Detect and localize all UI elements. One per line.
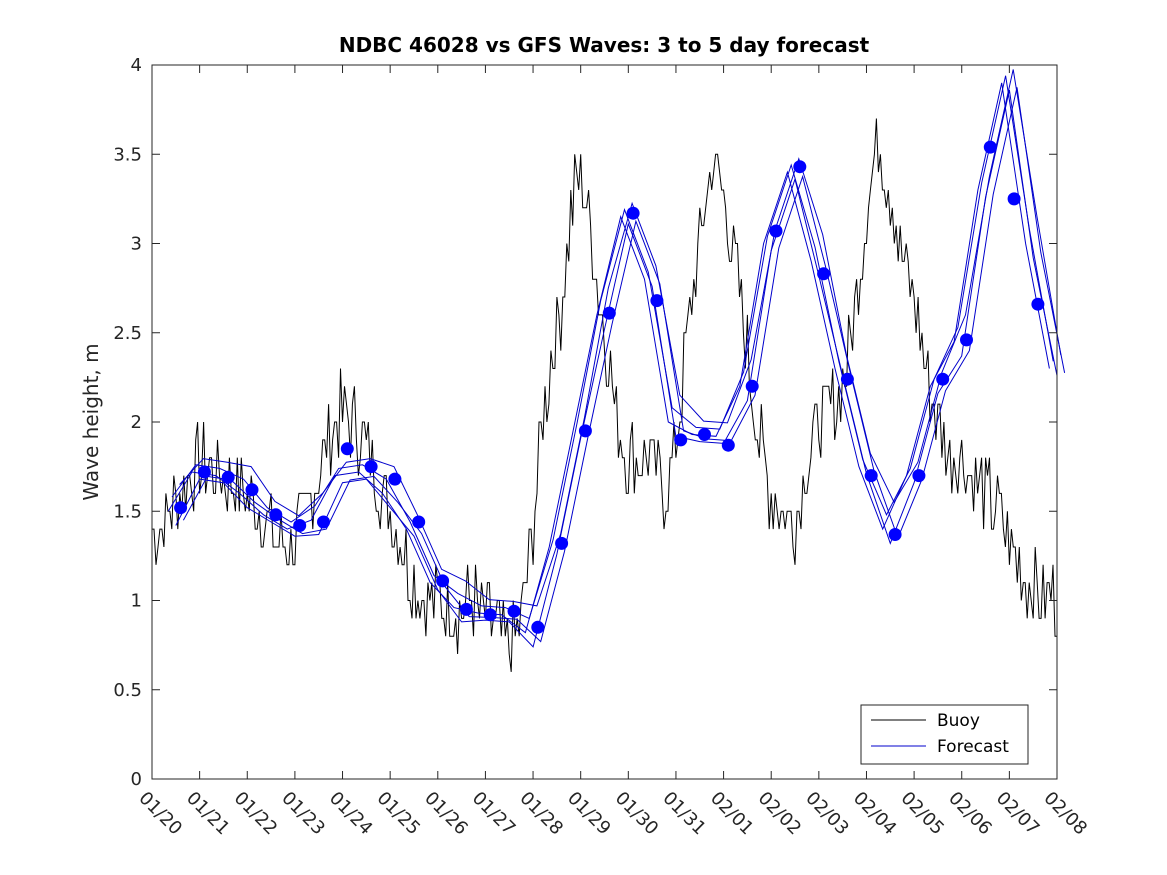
chart-title: NDBC 46028 vs GFS Waves: 3 to 5 day fore… bbox=[339, 33, 870, 57]
y-axis-label: Wave height, m bbox=[79, 343, 103, 500]
forecast-marker bbox=[960, 333, 973, 347]
y-tick-label: 1 bbox=[131, 591, 142, 612]
y-tick-label: 0 bbox=[131, 769, 142, 790]
forecast-marker bbox=[912, 469, 926, 483]
legend: Buoy Forecast bbox=[860, 704, 1029, 765]
forecast-marker bbox=[793, 160, 807, 174]
buoy-line bbox=[152, 118, 1057, 672]
forecast-marker bbox=[317, 515, 330, 529]
forecast-marker bbox=[412, 515, 426, 529]
forecast-line bbox=[171, 75, 1054, 620]
forecast-marker bbox=[721, 438, 735, 452]
y-tick-label: 0.5 bbox=[113, 680, 142, 701]
forecast-marker bbox=[769, 224, 783, 238]
forecast-marker bbox=[840, 372, 854, 386]
forecast-marker bbox=[483, 608, 497, 622]
forecast-marker bbox=[626, 206, 640, 220]
forecast-marker bbox=[245, 483, 259, 497]
y-tick-label: 2 bbox=[131, 412, 142, 433]
forecast-marker bbox=[531, 620, 545, 634]
y-tick-label: 3 bbox=[131, 234, 142, 255]
y-tick-label: 3.5 bbox=[113, 144, 142, 165]
forecast-marker bbox=[578, 424, 592, 438]
forecast-marker bbox=[698, 428, 711, 441]
forecast-marker bbox=[745, 379, 759, 393]
forecast-marker bbox=[197, 465, 211, 479]
plot-area bbox=[152, 65, 1057, 779]
forecast-marker bbox=[602, 306, 616, 320]
forecast-marker bbox=[817, 267, 831, 281]
forecast-marker bbox=[936, 372, 950, 386]
forecast-marker bbox=[269, 508, 283, 522]
forecast-line bbox=[182, 87, 1066, 643]
forecast-marker bbox=[674, 433, 688, 447]
forecast-marker bbox=[507, 604, 521, 618]
forecast-marker bbox=[1007, 192, 1021, 206]
forecast-marker bbox=[555, 536, 569, 550]
forecast-marker bbox=[864, 469, 878, 483]
forecast-marker bbox=[293, 519, 307, 532]
forecast-marker bbox=[983, 140, 997, 154]
forecast-marker bbox=[221, 470, 235, 484]
legend-box bbox=[860, 704, 1029, 765]
forecast-marker bbox=[459, 602, 473, 616]
forecast-marker bbox=[388, 472, 402, 486]
forecast-marker bbox=[650, 294, 664, 308]
y-tick-label: 1.5 bbox=[113, 501, 142, 522]
legend-buoy-label: Buoy bbox=[937, 711, 980, 731]
forecast-marker bbox=[888, 528, 902, 541]
legend-forecast-label: Forecast bbox=[937, 737, 1009, 757]
forecast-marker bbox=[340, 442, 354, 456]
forecast-marker bbox=[1031, 297, 1045, 311]
series-layer bbox=[152, 69, 1066, 672]
forecast-marker bbox=[174, 501, 188, 515]
y-tick-label: 4 bbox=[131, 55, 142, 76]
y-tick-label: 2.5 bbox=[113, 323, 142, 344]
forecast-line bbox=[179, 69, 1062, 607]
forecast-marker bbox=[364, 460, 378, 474]
forecast-marker bbox=[436, 574, 450, 588]
